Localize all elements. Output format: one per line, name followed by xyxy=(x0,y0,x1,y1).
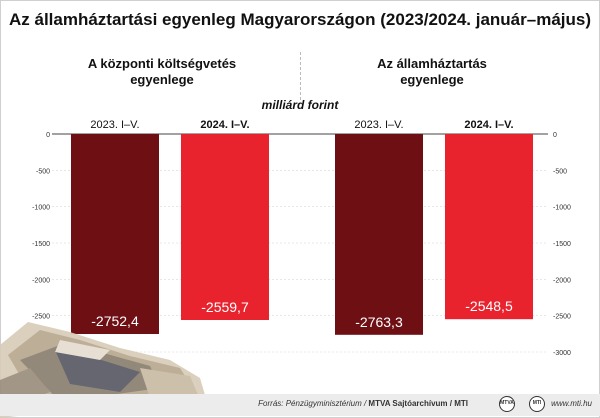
source-bold: MTVA Sajtóarchívum / MTI xyxy=(368,399,468,408)
source-text: Forrás: Pénzügyminisztérium / MTVA Sajtó… xyxy=(258,399,468,408)
bar xyxy=(335,134,423,335)
footer-bar xyxy=(0,394,600,416)
mtva-logo: MTVA xyxy=(499,396,515,412)
category-band xyxy=(30,113,570,134)
category-label: 2023. I–V. xyxy=(90,119,139,131)
y-tick-label-left: -2000 xyxy=(32,277,50,284)
source-prefix: Forrás: Pénzügyminisztérium / xyxy=(258,399,369,408)
chart-title: Az államháztartási egyenleg Magyarország… xyxy=(8,10,592,29)
unit-label: milliárd forint xyxy=(261,98,339,112)
value-label: -2763,3 xyxy=(355,314,403,330)
category-label: 2024. I–V. xyxy=(464,119,513,131)
y-tick-label-left: 0 xyxy=(46,132,50,139)
bar xyxy=(71,134,159,335)
y-tick-label-left: -500 xyxy=(36,168,50,175)
panel-title-central-line1: A központi költségvetés xyxy=(87,56,237,71)
panel-divider xyxy=(300,52,301,100)
website-text: www.mti.hu xyxy=(551,399,592,408)
y-tick-label-right: -1500 xyxy=(553,241,571,248)
y-tick-label-right: 0 xyxy=(553,132,557,139)
y-tick-label-right: -500 xyxy=(553,168,567,175)
category-label: 2023. I–V. xyxy=(354,119,403,131)
panel-title-general-line2: egyenlege xyxy=(400,72,464,87)
panel-title-central-line2: egyenlege xyxy=(130,72,194,87)
bar xyxy=(445,134,533,320)
value-label: -2548,5 xyxy=(465,298,513,314)
panel-title-general-line1: Az államháztartás xyxy=(377,56,487,71)
panel-title-general: Az államháztartás egyenlege xyxy=(312,56,552,88)
y-tick-label-right: -3000 xyxy=(553,350,571,357)
y-tick-label-right: -1000 xyxy=(553,205,571,212)
mti-logo: MTI xyxy=(529,396,545,412)
y-tick-label-left: -1000 xyxy=(32,205,50,212)
panel-title-central: A központi költségvetés egyenlege xyxy=(42,56,282,88)
category-label: 2024. I–V. xyxy=(200,119,249,131)
y-tick-label-left: -1500 xyxy=(32,241,50,248)
y-tick-label-right: -2000 xyxy=(553,277,571,284)
y-tick-label-left: -2500 xyxy=(32,314,50,321)
bar xyxy=(181,134,269,321)
value-label: -2752,4 xyxy=(91,313,139,329)
value-label: -2559,7 xyxy=(201,299,249,315)
y-tick-label-right: -2500 xyxy=(553,314,571,321)
